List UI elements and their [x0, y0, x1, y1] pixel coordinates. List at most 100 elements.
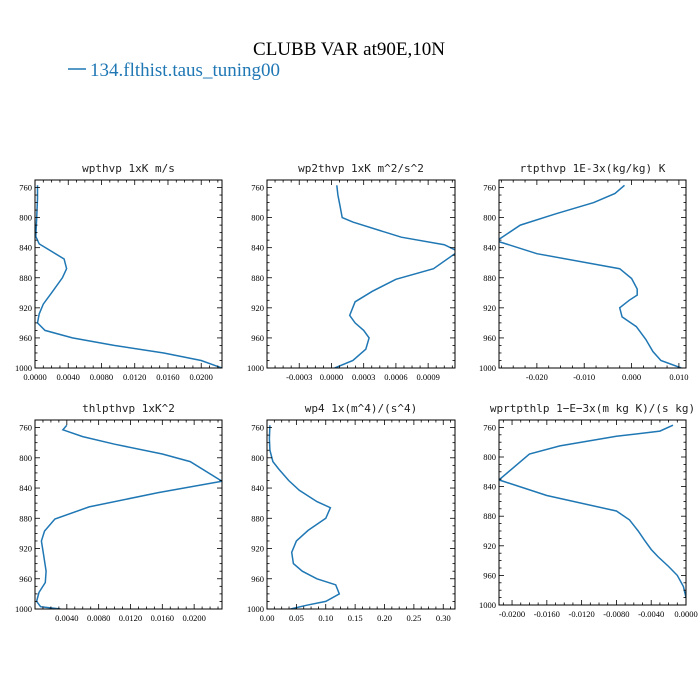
- y-tick-label: 840: [483, 243, 496, 253]
- y-tick-label: 920: [19, 544, 32, 554]
- plot-frame: [34, 179, 223, 369]
- x-tick-label: 0.0040: [55, 613, 78, 623]
- plot-frame: [266, 179, 456, 369]
- x-tick-label: -0.0160: [534, 609, 560, 619]
- y-tick-label: 800: [19, 453, 32, 463]
- y-tick-label: 880: [483, 511, 496, 521]
- x-tick-label: 0.0003: [352, 372, 375, 382]
- y-tick-label: 1000: [479, 363, 496, 373]
- x-tick-label: -0.0120: [569, 609, 595, 619]
- x-tick-label: 0.0006: [384, 372, 407, 382]
- y-tick-label: 960: [251, 574, 264, 584]
- x-tick-label: 0.0000: [23, 372, 46, 382]
- x-tick-label: 0.0200: [190, 372, 213, 382]
- x-tick-label: -0.0200: [499, 609, 525, 619]
- legend-label: 134.flthist.taus_tuning00: [90, 60, 280, 81]
- y-tick-label: 760: [19, 183, 32, 193]
- y-tick-label: 880: [251, 513, 264, 523]
- x-tick-label: 0.0009: [416, 372, 439, 382]
- y-tick-label: 840: [19, 243, 32, 253]
- x-tick-label: 0.0080: [87, 613, 110, 623]
- panel-6: wprtpthlp 1−E−3x(m kg K)/(s kg) 760 800 840…: [479, 402, 698, 619]
- x-tick-label: 0.20: [377, 613, 392, 623]
- panel-3: rtpthvp 1E-3x(kg/kg) K 760 800 840 880 920 960…: [479, 162, 688, 382]
- panel-1: wpthvp 1xK m/s76080084088092096010000.00…: [15, 162, 223, 382]
- panels-container: wpthvp 1xK m/s76080084088092096010000.00…: [15, 162, 698, 623]
- y-tick-label: 800: [483, 213, 496, 223]
- panel-2: wp2thvp 1xK m^2/s^2 760 800 840 880 920 960 100…: [247, 162, 456, 382]
- y-tick-label: 960: [19, 333, 32, 343]
- y-tick-label: 760: [251, 183, 264, 193]
- y-tick-label: 920: [251, 303, 264, 313]
- x-tick-label: -0.0080: [603, 609, 629, 619]
- panel-title: wprtpthlp 1−E−3x(m kg K)/(s kg): [490, 402, 695, 415]
- y-tick-label: 960: [483, 570, 496, 580]
- y-tick-label: 800: [19, 213, 32, 223]
- panel-title: rtpthvp 1E-3x(kg/kg) K: [520, 162, 666, 175]
- series-line: [35, 185, 222, 368]
- x-tick-label: -0.010: [573, 372, 595, 382]
- series-line: [499, 184, 682, 368]
- y-tick-label: 880: [19, 273, 32, 283]
- plot-frame: [34, 419, 223, 610]
- y-tick-label: 960: [483, 333, 496, 343]
- x-tick-label: 0.00: [260, 613, 275, 623]
- x-tick-label: 0.0040: [57, 372, 80, 382]
- x-tick-label: 0.0200: [182, 613, 205, 623]
- y-tick-label: 800: [251, 213, 264, 223]
- y-tick-label: 800: [251, 453, 264, 463]
- y-tick-label: 1000: [479, 600, 496, 610]
- y-tick-label: 920: [483, 303, 496, 313]
- panel-title: wp2thvp 1xK m^2/s^2: [298, 162, 424, 175]
- x-tick-label: 0.0160: [151, 613, 174, 623]
- series-line: [268, 425, 341, 609]
- x-tick-label: 0.0120: [123, 372, 146, 382]
- x-tick-label: -0.020: [526, 372, 548, 382]
- y-tick-label: 1000: [247, 363, 264, 373]
- x-tick-label: 0.25: [406, 613, 421, 623]
- panel-title: wp4 1x(m^4)/(s^4): [305, 402, 418, 415]
- y-tick-label: 920: [251, 544, 264, 554]
- x-tick-label: 0.15: [348, 613, 363, 623]
- y-tick-label: 840: [19, 483, 32, 493]
- y-tick-label: 960: [19, 574, 32, 584]
- y-tick-label: 760: [483, 422, 496, 432]
- x-tick-label: -0.0040: [638, 609, 664, 619]
- x-tick-label: 0.0080: [90, 372, 113, 382]
- y-tick-label: 880: [251, 273, 264, 283]
- y-tick-label: 840: [251, 243, 264, 253]
- panel-4: thlpthvp 1xK^2 760 800 840 880 920 960 1000 0.00…: [15, 402, 223, 623]
- x-tick-label: 0.10: [318, 613, 333, 623]
- y-tick-label: 1000: [15, 363, 32, 373]
- y-tick-label: 1000: [15, 604, 32, 614]
- y-tick-label: 880: [483, 273, 496, 283]
- y-tick-label: 760: [251, 423, 264, 433]
- x-tick-label: 0.0000: [320, 372, 343, 382]
- y-tick-label: 960: [251, 333, 264, 343]
- figure-title: CLUBB VAR at90E,10N: [253, 39, 445, 60]
- plot-frame: [266, 419, 456, 610]
- plot-frame: [498, 419, 687, 606]
- y-tick-label: 920: [19, 303, 32, 313]
- x-tick-label: 0.0160: [156, 372, 179, 382]
- y-tick-label: 800: [483, 452, 496, 462]
- panel-5: wp4 1x(m^4)/(s^4)76080084088092096010000…: [247, 402, 456, 623]
- series-line: [35, 424, 222, 609]
- series-line: [334, 185, 455, 368]
- y-tick-label: 840: [483, 482, 496, 492]
- x-tick-label: 0.30: [436, 613, 451, 623]
- x-tick-label: 0.0000: [674, 609, 697, 619]
- y-tick-label: 760: [19, 423, 32, 433]
- series-line: [499, 424, 686, 598]
- plot-frame: [498, 179, 687, 369]
- x-tick-label: 0.0120: [119, 613, 142, 623]
- panel-title: thlpthvp 1xK^2: [82, 402, 175, 415]
- y-tick-label: 760: [483, 183, 496, 193]
- y-tick-label: 1000: [247, 604, 264, 614]
- y-tick-label: 840: [251, 483, 264, 493]
- x-tick-label: -0.0003: [286, 372, 312, 382]
- y-tick-label: 880: [19, 513, 32, 523]
- x-tick-label: 0.010: [669, 372, 688, 382]
- panel-title: wpthvp 1xK m/s: [82, 162, 175, 175]
